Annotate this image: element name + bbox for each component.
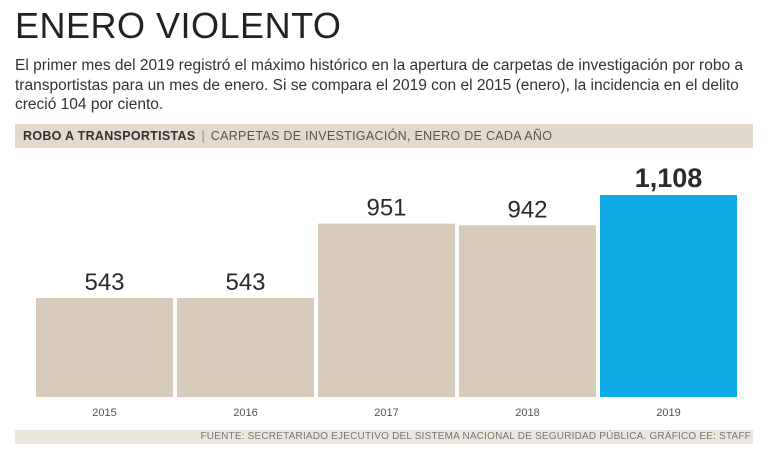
value-label-2017: 951	[366, 195, 406, 222]
x-tick-label-2018: 2018	[515, 407, 539, 419]
value-label-2016: 543	[225, 269, 265, 296]
chart-subtitle: CARPETAS DE INVESTIGACIÓN, ENERO DE CADA…	[210, 129, 553, 143]
chart-title-band: ROBO A TRANSPORTISTAS | CARPETAS DE INVE…	[15, 124, 753, 148]
x-tick-label-2019: 2019	[656, 407, 680, 419]
deck-text: El primer mes del 2019 registró el máxim…	[15, 57, 744, 113]
bar-2015	[36, 298, 173, 397]
bar-chart: 543 2015 543 2016 951 2017 942 2018 1,108 2019	[36, 163, 737, 419]
value-label-2018: 942	[507, 196, 547, 223]
headline: ENERO VIOLENTO	[15, 5, 342, 46]
x-tick-label-2017: 2017	[374, 407, 398, 419]
chart-title: ROBO A TRANSPORTISTAS	[23, 129, 196, 143]
x-tick-label-2016: 2016	[233, 407, 257, 419]
value-label-2015: 543	[84, 269, 124, 296]
bar-2019	[600, 195, 737, 397]
x-tick-label-2015: 2015	[92, 407, 116, 419]
bar-2016	[177, 298, 314, 397]
source-note: FUENTE: SECRETARIADO EJECUTIVO DEL SISTE…	[15, 430, 753, 444]
bar-2018	[459, 225, 596, 397]
value-label-2019: 1,108	[635, 163, 703, 193]
title-separator: |	[201, 129, 205, 143]
bar-2017	[318, 223, 455, 397]
